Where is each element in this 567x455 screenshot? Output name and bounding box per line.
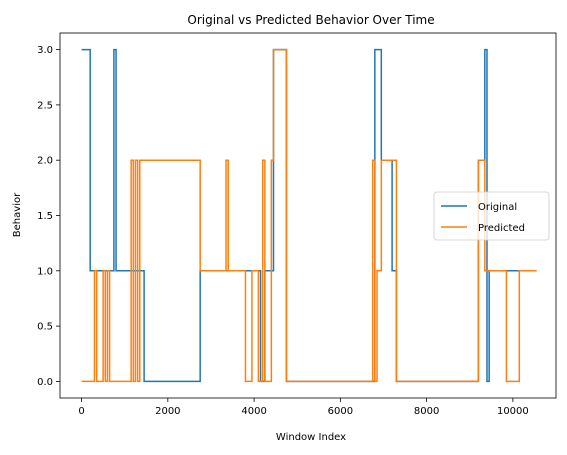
- x-axis: 0 2000 4000 6000 8000 10000: [78, 398, 529, 417]
- y-tick-label: 0.0: [37, 377, 53, 388]
- y-tick-label: 1.5: [37, 211, 53, 222]
- y-tick-label: 3.0: [37, 45, 53, 56]
- legend-box: [433, 191, 550, 241]
- y-tick-label: 2.0: [37, 156, 53, 167]
- x-tick-label: 10000: [497, 406, 529, 417]
- y-tick-label: 2.5: [37, 100, 53, 111]
- x-tick-label: 0: [78, 406, 84, 417]
- x-tick-label: 8000: [414, 406, 439, 417]
- y-tick-label: 0.5: [37, 322, 53, 333]
- y-tick-label: 1.0: [37, 266, 53, 277]
- x-tick-label: 6000: [328, 406, 353, 417]
- legend-label-predicted: Predicted: [478, 223, 525, 234]
- x-tick-label: 4000: [241, 406, 266, 417]
- legend: Original Predicted: [433, 191, 550, 241]
- legend-label-original: Original: [478, 202, 517, 213]
- chart-title: Original vs Predicted Behavior Over Time: [187, 13, 434, 27]
- x-axis-label: Window Index: [276, 432, 346, 443]
- y-axis: 0.0 0.5 1.0 1.5 2.0 2.5 3.0: [37, 45, 60, 388]
- series-line-predicted: [81, 48, 537, 383]
- y-axis-label: Behavior: [12, 192, 23, 237]
- x-tick-label: 2000: [155, 406, 180, 417]
